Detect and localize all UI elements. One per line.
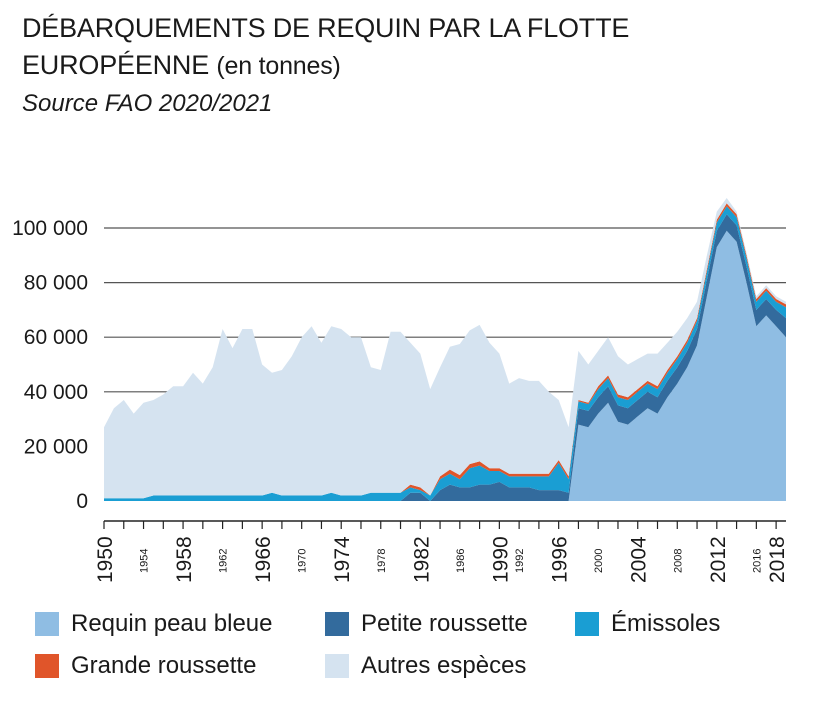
legend-swatch	[35, 612, 59, 636]
y-tick-label: 100 000	[12, 217, 88, 240]
chart-title-line2: EUROPÉENNE (en tonnes)	[22, 47, 629, 85]
x-tick-label: 1990	[489, 536, 512, 583]
y-tick-label: 60 000	[24, 326, 88, 349]
chart-source: Source FAO 2020/2021	[22, 90, 273, 117]
x-tick-label-minor: 2016	[751, 549, 763, 573]
x-tick-label: 1950	[94, 536, 117, 583]
x-tick-label: 1996	[549, 536, 572, 583]
legend-swatch	[325, 654, 349, 678]
x-tick-label: 1974	[331, 536, 354, 583]
chart-title-line2-main: EUROPÉENNE	[22, 50, 210, 80]
legend-label: Émissoles	[611, 610, 721, 637]
legend-swatch	[325, 612, 349, 636]
x-tick-label-minor: 1954	[139, 549, 151, 573]
chart-title: DÉBARQUEMENTS DE REQUIN PAR LA FLOTTE EU…	[22, 10, 629, 85]
area-series-petite-roussette	[104, 214, 786, 502]
y-tick-label: 80 000	[24, 272, 88, 295]
x-tick-label-minor: 1962	[218, 549, 230, 573]
x-tick-label: 1966	[252, 536, 275, 583]
legend-swatch	[35, 654, 59, 678]
legend-swatch	[575, 612, 599, 636]
legend-item: Requin peau bleue	[35, 610, 273, 638]
legend-label: Requin peau bleue	[71, 610, 273, 637]
x-tick-label: 1982	[410, 536, 433, 583]
legend-item: Autres espèces	[325, 652, 526, 680]
legend-item: Grande roussette	[35, 652, 256, 680]
legend-label: Petite roussette	[361, 610, 528, 637]
y-tick-label: 40 000	[24, 381, 88, 404]
x-tick-label-minor: 1978	[376, 549, 388, 573]
x-tick-label-minor: 1992	[514, 549, 526, 573]
chart-title-unit: (en tonnes)	[216, 52, 341, 80]
legend-label: Autres espèces	[361, 652, 527, 679]
area-series-autres-especes	[104, 198, 786, 499]
y-tick-label: 20 000	[24, 435, 88, 458]
x-tick-label: 1958	[173, 536, 196, 583]
x-tick-label-minor: 2008	[672, 549, 684, 573]
chart-title-line1: DÉBARQUEMENTS DE REQUIN PAR LA FLOTTE	[22, 13, 630, 43]
x-tick-label-minor: 1970	[297, 549, 309, 573]
x-tick-label-minor: 1986	[455, 549, 467, 573]
legend-label: Grande roussette	[71, 652, 257, 679]
x-tick-label: 2004	[628, 536, 651, 583]
area-series-requin-peau-bleue	[104, 230, 786, 501]
x-tick-label-minor: 2000	[593, 549, 605, 573]
legend-item: Petite roussette	[325, 610, 528, 638]
y-tick-label: 0	[76, 490, 88, 513]
legend-item: Émissoles	[575, 610, 720, 638]
x-tick-label: 2018	[766, 536, 789, 583]
x-tick-label: 2012	[707, 536, 730, 583]
